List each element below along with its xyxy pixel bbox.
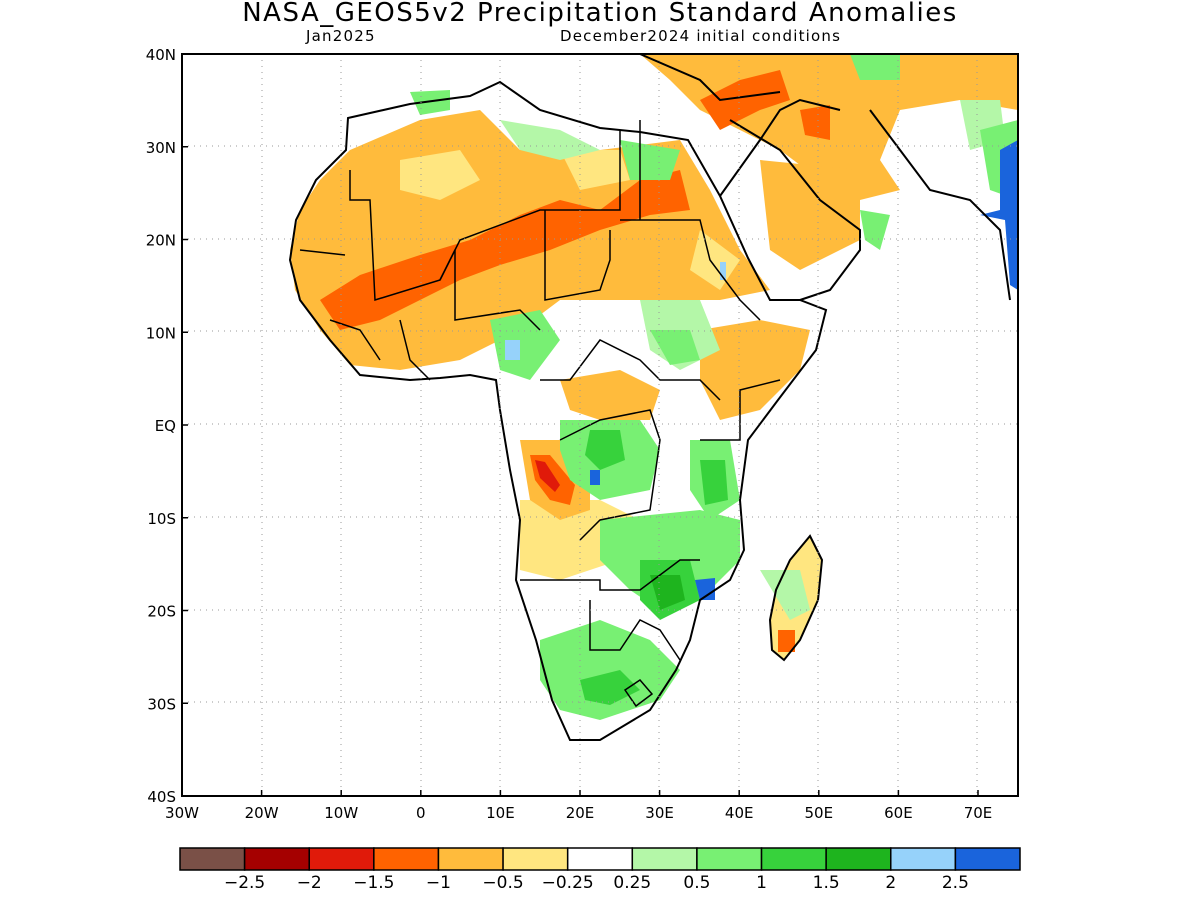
colorbar-swatch: [502, 847, 569, 871]
anomaly-shading: [290, 54, 1018, 740]
colorbar-swatch: [760, 847, 827, 871]
x-tick-label: 10E: [486, 804, 515, 822]
colorbar-label: −0.25: [542, 873, 594, 893]
x-tick-label: 30E: [645, 804, 674, 822]
colorbar-swatch: [566, 847, 634, 871]
colorbar-label: 0.25: [613, 873, 651, 893]
colorbar-label: 2: [885, 873, 896, 893]
colorbar-swatch: [179, 847, 246, 871]
colorbar-label: 0.5: [683, 873, 710, 893]
colorbar-swatch: [696, 847, 763, 871]
colorbar-swatch: [954, 847, 1021, 871]
x-tick-label: 10W: [324, 804, 358, 822]
y-tick-label: 40N: [146, 46, 176, 64]
asia-landmass: [640, 54, 1018, 300]
x-tick-label: 20E: [566, 804, 595, 822]
x-tick-label: 70E: [964, 804, 993, 822]
coastlines-and-borders: [288, 54, 1011, 741]
colorbar-swatch: [890, 847, 957, 871]
colorbar-label: 2.5: [942, 873, 969, 893]
x-axis: 30W 20W 10W 0 10E 20E 30E 40E 50E 60E 70E: [165, 790, 992, 822]
forecast-month: Jan2025: [306, 27, 376, 45]
x-tick-label: 30W: [165, 804, 199, 822]
colorbar-swatch: [825, 847, 892, 871]
colorbar-swatch: [373, 847, 440, 871]
y-tick-label: 30N: [146, 139, 176, 157]
colorbar-swatch: [308, 847, 375, 871]
x-tick-label: 50E: [805, 804, 834, 822]
y-tick-label: 30S: [147, 695, 176, 713]
colorbar: −2.5 −2 −1.5 −1 −0.5 −0.25 0.25 0.5 1 1.5 2 2.5: [179, 847, 1021, 893]
colorbar-label: −1.5: [353, 873, 394, 893]
colorbar-swatch: [631, 847, 698, 871]
gridlines: [182, 54, 1018, 796]
y-axis: 40N 30N 20N 10N EQ 10S 20S 30S 40S: [146, 46, 188, 806]
colorbar-label: −2: [297, 873, 322, 893]
initial-conditions: December2024 initial conditions: [560, 27, 842, 45]
colorbar-label: −0.5: [482, 873, 523, 893]
y-tick-label: 40S: [147, 788, 176, 806]
y-tick-label: 20S: [147, 603, 176, 621]
colorbar-swatch: [243, 847, 310, 871]
x-tick-label: 0: [416, 804, 426, 822]
colorbar-label: 1.5: [813, 873, 840, 893]
x-tick-label: 40E: [725, 804, 754, 822]
map-title: NASA_GEOS5v2 Precipitation Standard Anom…: [242, 0, 958, 28]
y-tick-label: 20N: [146, 232, 176, 250]
colorbar-label: −2.5: [224, 873, 265, 893]
y-tick-label: 10N: [146, 324, 176, 342]
x-tick-label: 60E: [884, 804, 913, 822]
colorbar-label: −1: [426, 873, 451, 893]
y-tick-label: EQ: [155, 417, 176, 435]
x-tick-label: 20W: [245, 804, 279, 822]
colorbar-swatch: [437, 847, 504, 871]
colorbar-label: 1: [756, 873, 767, 893]
y-tick-label: 10S: [147, 510, 176, 528]
